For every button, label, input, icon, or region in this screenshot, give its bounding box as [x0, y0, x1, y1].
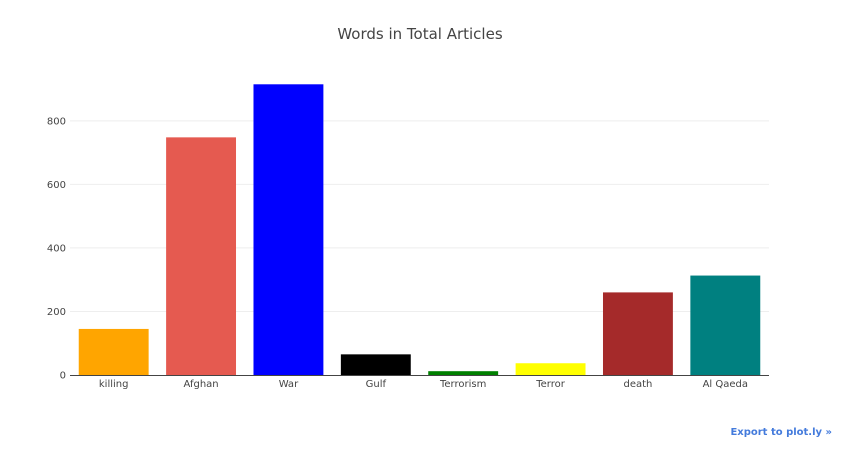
y-tick-label: 800 — [47, 116, 66, 127]
x-tick-label: Terror — [535, 379, 566, 390]
x-tick-label: Gulf — [366, 379, 387, 390]
x-tick-label: War — [279, 379, 299, 390]
x-tick-label: Afghan — [183, 379, 218, 390]
bar-terrorism[interactable] — [428, 371, 499, 375]
x-tick-label: Al Qaeda — [703, 379, 748, 390]
y-tick-label: 600 — [47, 180, 66, 191]
bar-death[interactable] — [602, 292, 673, 375]
bar-al-qaeda[interactable] — [690, 275, 761, 375]
x-tick-label: death — [623, 379, 652, 390]
x-axis-ticks: killing Afghan War Gulf Terrorism Terror death… — [99, 379, 748, 390]
x-tick-label: Terrorism — [439, 379, 486, 390]
bar-terror[interactable] — [515, 363, 586, 375]
bar-afghan[interactable] — [166, 137, 237, 375]
bar-war[interactable] — [253, 84, 324, 375]
y-tick-label: 400 — [47, 243, 66, 254]
chart-title: Words in Total Articles — [337, 25, 503, 43]
bar-gulf[interactable] — [340, 354, 411, 375]
bars — [78, 84, 761, 375]
export-to-plotly-link[interactable]: Export to plot.ly » — [730, 427, 832, 438]
y-axis-ticks: 0 200 400 600 800 — [47, 116, 66, 381]
bar-killing[interactable] — [78, 328, 149, 375]
y-tick-label: 0 — [60, 371, 66, 382]
x-tick-label: killing — [99, 379, 129, 390]
y-tick-label: 200 — [47, 307, 66, 318]
